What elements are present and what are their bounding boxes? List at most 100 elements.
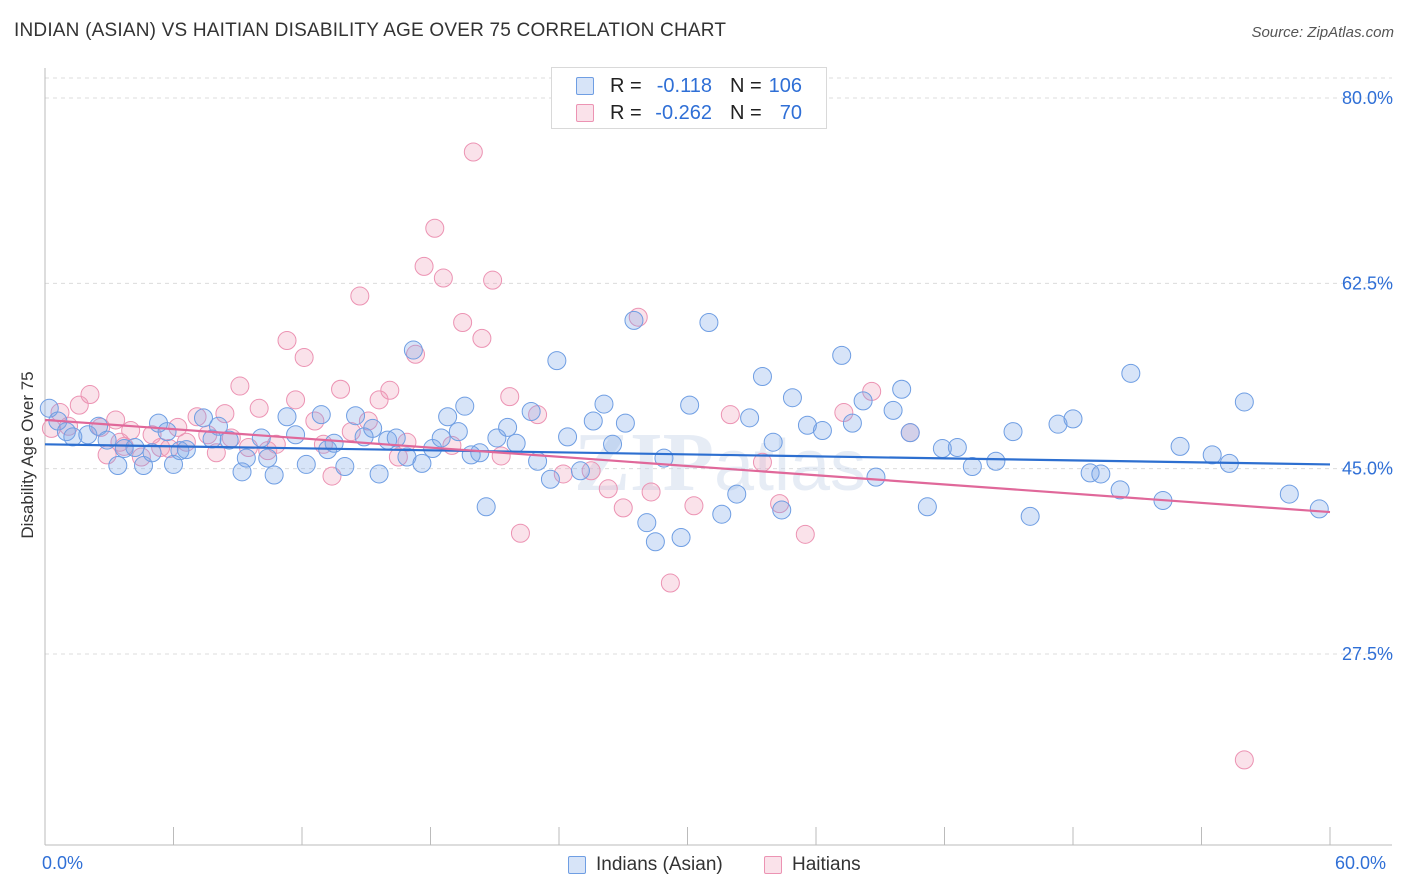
data-point [249,398,269,418]
data-point [412,453,432,473]
data-point [842,413,862,433]
data-point [286,425,306,445]
data-point [296,454,316,474]
data-point [947,437,967,457]
haitians-legend-swatch [764,856,782,874]
data-point [917,497,937,517]
data-point [645,532,665,552]
legend-item-haitians[interactable]: Haitians [764,852,861,878]
y-tick-label: 62.5% [1342,273,1393,293]
n-label: N = [730,74,762,97]
data-point [637,513,657,533]
data-point [277,331,297,351]
data-point [962,457,982,477]
legend-label-indians: Indians (Asian) [596,854,723,875]
data-point [168,417,188,437]
data-point [461,445,481,465]
data-point [476,497,496,517]
grid-lines [45,77,1392,655]
data-point [740,408,760,428]
haitians-swatch [576,104,594,122]
correlation-legend: R = -0.118 N = 106 R = -0.262 N = 70 [551,67,827,129]
data-point [346,406,366,426]
data-point [157,422,177,442]
data-point [720,405,740,425]
data-point [727,484,747,504]
data-point [363,418,383,438]
data-point [187,407,207,427]
data-point [883,400,903,420]
data-point [598,479,618,499]
haitians-trend-line [44,418,1331,514]
n-value: 70 [779,101,802,124]
data-point [219,430,239,450]
data-point [660,573,680,593]
axes [44,68,1392,846]
data-point [108,455,128,475]
data-point [1020,506,1040,526]
data-point [335,457,355,477]
data-point [1080,463,1100,483]
data-point [215,404,235,424]
n-label: N = [730,101,762,124]
source-note: Source: ZipAtlas.com [1251,24,1394,41]
data-point [114,439,134,459]
data-point [193,408,213,428]
trend-lines [44,418,1331,514]
data-point [341,422,361,442]
data-point [558,427,578,447]
data-point [752,367,772,387]
data-point [369,390,389,410]
data-point [142,443,162,463]
data-point [506,433,526,453]
data-point [438,407,458,427]
data-point [797,415,817,435]
data-point [866,467,886,487]
data-point [425,218,445,238]
y-tick-label: 80.0% [1342,88,1393,108]
data-point [583,411,603,431]
data-point [448,422,468,442]
data-point [369,464,389,484]
data-point [624,310,644,330]
data-point [510,523,530,543]
data-point [812,421,832,441]
data-point [1234,392,1254,412]
r-label: R = [610,74,642,97]
data-point [772,500,792,520]
data-point [63,427,83,447]
data-point [986,451,1006,471]
x-tick-min: 0.0% [42,853,84,873]
legend-label-haitians: Haitians [792,854,861,875]
data-point [763,432,783,452]
data-point [1063,409,1083,429]
data-point [1234,750,1254,770]
data-point [1170,436,1190,456]
data-point [491,446,511,466]
data-point [1048,414,1068,434]
data-point [500,387,520,407]
data-point [547,351,567,371]
data-point [322,466,342,486]
data-point [236,448,256,468]
legend-item-indians[interactable]: Indians (Asian) [568,852,723,878]
data-point [581,461,601,481]
data-point [89,416,109,436]
data-point [570,461,590,481]
indians-swatch [576,77,594,95]
data-point [1309,499,1329,519]
data-point [603,434,623,454]
data-point [258,448,278,468]
data-point [521,401,541,421]
data-point [641,482,661,502]
data-point [853,391,873,411]
data-point [208,416,228,436]
data-point [331,379,351,399]
data-point [403,340,423,360]
data-point [386,428,406,448]
x-tick-max: 60.0% [1335,853,1387,873]
y-tick-label: 45.0% [1342,459,1393,479]
y-tick-label: 27.5% [1342,644,1393,664]
chart-title: INDIAN (ASIAN) VS HAITIAN DISABILITY AGE… [14,20,727,41]
